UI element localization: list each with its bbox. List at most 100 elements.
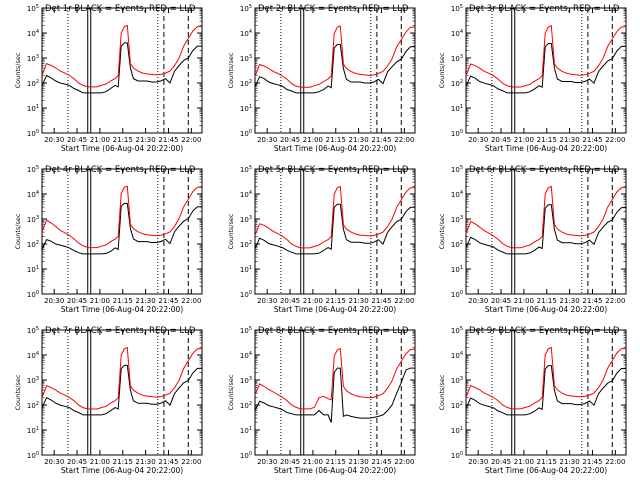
y-tick-label: 104 xyxy=(451,190,463,199)
x-tick-label: 21:30 xyxy=(560,297,580,305)
y-tick-label: 102 xyxy=(27,240,39,249)
x-tick-label: 21:45 xyxy=(582,297,602,305)
y-tick-label: 104 xyxy=(27,29,39,38)
x-tick-label: 20:45 xyxy=(67,136,87,144)
x-tick-label: 20:30 xyxy=(44,458,64,466)
x-axis-label: Start Time (06-Aug-04 20:22:00) xyxy=(61,305,183,314)
x-tick-label: 21:45 xyxy=(158,136,178,144)
series-line-lld xyxy=(254,185,415,249)
series-line-lld xyxy=(41,185,202,249)
series-line-lld xyxy=(465,185,626,249)
y-tick-label: 104 xyxy=(240,190,252,199)
plot-frame xyxy=(254,329,416,456)
y-axis-label: Counts/sec xyxy=(14,52,22,88)
x-tick-label: 21:15 xyxy=(113,136,133,144)
y-tick-label: 105 xyxy=(240,326,252,335)
x-tick-label: 22:00 xyxy=(605,136,625,144)
x-tick-label: 20:30 xyxy=(468,458,488,466)
y-tick-label: 103 xyxy=(451,215,463,224)
x-tick-label: 20:30 xyxy=(257,458,277,466)
y-axis-label: Counts/sec xyxy=(227,374,235,410)
y-tick-label: 105 xyxy=(451,326,463,335)
x-tick-label: 20:30 xyxy=(468,297,488,305)
x-tick-label: 20:30 xyxy=(257,136,277,144)
y-tick-label: 102 xyxy=(27,401,39,410)
x-axis-label: Start Time (06-Aug-04 20:22:00) xyxy=(61,144,183,153)
y-tick-label: 101 xyxy=(451,265,463,274)
y-tick-label: 104 xyxy=(451,351,463,360)
y-tick-label: 100 xyxy=(240,451,252,460)
y-tick-label: 101 xyxy=(451,104,463,113)
y-tick-label: 103 xyxy=(451,54,463,63)
plot-frame xyxy=(41,7,203,134)
series-line-events xyxy=(465,43,626,94)
y-tick-label: 104 xyxy=(240,351,252,360)
x-tick-label: 21:00 xyxy=(303,458,323,466)
y-tick-label: 101 xyxy=(240,265,252,274)
panel-title: Det 3r BLACK = Events, RED = LLD xyxy=(469,4,620,14)
panel-title: Det 4r BLACK = Events, RED = LLD xyxy=(45,165,196,175)
x-tick-label: 21:30 xyxy=(560,458,580,466)
y-tick-label: 101 xyxy=(240,104,252,113)
x-tick-label: 22:00 xyxy=(181,136,201,144)
x-tick-label: 20:45 xyxy=(280,136,300,144)
x-tick-label: 21:15 xyxy=(113,458,133,466)
y-tick-label: 102 xyxy=(451,79,463,88)
panel-title: Det 1r BLACK = Events, RED = LLD xyxy=(45,4,196,14)
plot-frame xyxy=(41,329,203,456)
x-tick-label: 21:30 xyxy=(349,136,369,144)
x-tick-label: 21:15 xyxy=(326,297,346,305)
y-tick-label: 101 xyxy=(27,104,39,113)
y-tick-label: 100 xyxy=(451,129,463,138)
x-tick-label: 22:00 xyxy=(394,136,414,144)
series-line-lld xyxy=(254,25,415,88)
series-line-events xyxy=(254,43,415,94)
y-tick-label: 104 xyxy=(451,29,463,38)
x-tick-label: 21:15 xyxy=(326,458,346,466)
x-tick-label: 21:30 xyxy=(349,458,369,466)
panel-title: Det 2r BLACK = Events, RED = LLD xyxy=(258,4,409,14)
x-tick-label: 21:00 xyxy=(90,136,110,144)
x-tick-label: 21:00 xyxy=(90,297,110,305)
y-tick-label: 100 xyxy=(240,129,252,138)
y-tick-label: 102 xyxy=(240,79,252,88)
y-tick-label: 102 xyxy=(451,240,463,249)
panel-title: Det 7r BLACK = Events, RED = LLD xyxy=(45,326,196,336)
x-tick-label: 21:45 xyxy=(158,297,178,305)
y-tick-label: 104 xyxy=(27,351,39,360)
y-tick-label: 100 xyxy=(451,451,463,460)
series-line-events xyxy=(41,202,202,255)
x-tick-label: 21:00 xyxy=(514,297,534,305)
y-tick-label: 101 xyxy=(451,426,463,435)
x-tick-label: 21:15 xyxy=(537,297,557,305)
plot-frame xyxy=(254,168,416,295)
y-axis-label: Counts/sec xyxy=(227,52,235,88)
x-tick-label: 20:45 xyxy=(280,297,300,305)
y-tick-label: 105 xyxy=(27,4,39,13)
x-tick-label: 22:00 xyxy=(605,458,625,466)
y-tick-label: 103 xyxy=(240,215,252,224)
x-tick-label: 21:00 xyxy=(514,136,534,144)
x-tick-label: 21:45 xyxy=(582,136,602,144)
y-axis-label: Counts/sec xyxy=(227,213,235,249)
series-line-events xyxy=(465,365,626,416)
y-tick-label: 100 xyxy=(451,290,463,299)
plot-frame xyxy=(465,168,627,295)
x-tick-label: 20:30 xyxy=(468,136,488,144)
series-line-events xyxy=(41,42,202,94)
x-tick-label: 21:45 xyxy=(371,458,391,466)
x-tick-label: 21:30 xyxy=(136,136,156,144)
plot-frame xyxy=(254,7,416,134)
x-tick-label: 20:30 xyxy=(44,136,64,144)
x-tick-label: 21:45 xyxy=(158,458,178,466)
x-tick-label: 22:00 xyxy=(181,458,201,466)
series-line-events xyxy=(465,204,626,255)
y-tick-label: 102 xyxy=(27,79,39,88)
x-tick-label: 20:30 xyxy=(257,297,277,305)
series-line-lld xyxy=(465,346,626,410)
